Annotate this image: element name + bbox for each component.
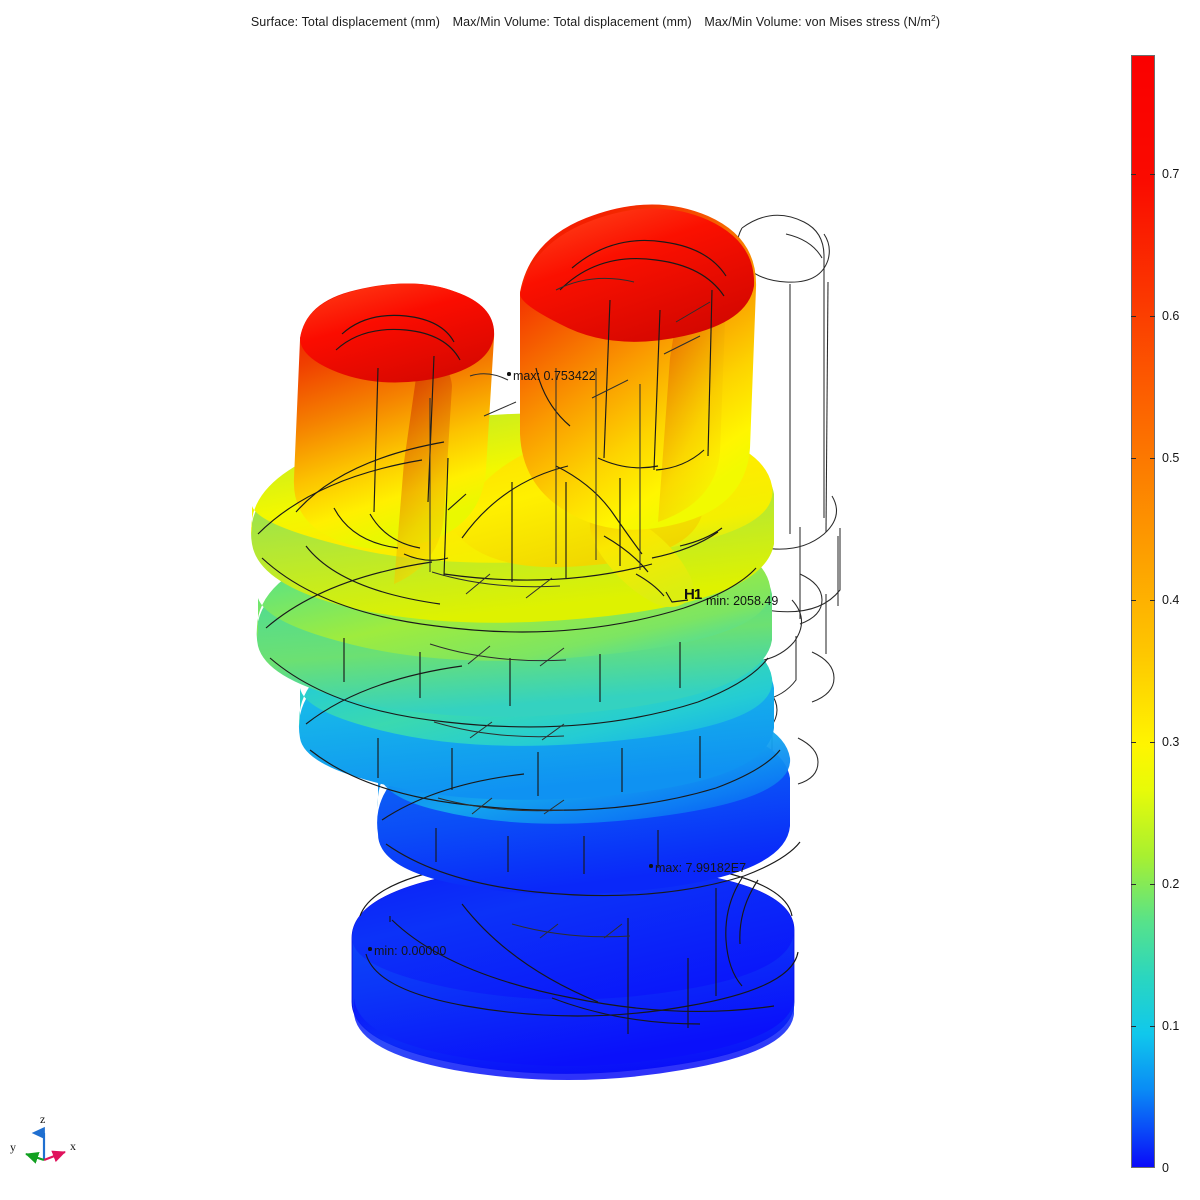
axis-y-arrow — [25, 1152, 45, 1164]
left-tower — [293, 283, 495, 584]
page-title: Surface: Total displacement (mm) Max/Min… — [0, 13, 1200, 29]
min-stress-text: min: 2058.49 — [706, 594, 779, 608]
title-segment-maxmin-disp: Max/Min Volume: Total displacement (mm) — [452, 15, 692, 30]
max-stress-text: max: 7.99182E7 — [655, 861, 747, 875]
colorbar-tick-mark — [1131, 884, 1136, 886]
colorbar-tick-mark — [1131, 600, 1136, 602]
max-displacement-text: max: 0.753422 — [513, 369, 596, 383]
undeformed-wireframe-front — [429, 277, 711, 939]
axis-y-label: y — [10, 1140, 16, 1154]
axis-triad-svg — [25, 1126, 66, 1164]
axis-x-arrow — [43, 1150, 66, 1163]
min-displacement-label: min: 0.00000 — [368, 944, 447, 958]
colorbar-tick-mark — [1150, 458, 1155, 460]
colorbar-tick-mark — [1131, 458, 1136, 460]
colorbar-legend[interactable]: 0.7 0.6 0.5 0.4 0.3 0.2 0.1 0 — [1131, 55, 1200, 1175]
axis-z-label: z — [40, 1112, 46, 1126]
colorbar-tick-label: 0.7 — [1162, 167, 1180, 182]
max-displacement-label: max: 0.753422 — [507, 369, 596, 383]
annotation-point-marker — [507, 372, 511, 376]
annotation-point-marker — [368, 947, 372, 951]
colorbar-tick-label: 0 — [1162, 1161, 1169, 1175]
title-segment-surface: Surface: Total displacement (mm) — [250, 15, 441, 30]
axis-x-label: x — [70, 1139, 76, 1153]
deformed-edges — [257, 239, 801, 897]
colorbar-tick-label: 0.6 — [1162, 309, 1180, 324]
fea-model-render[interactable] — [0, 38, 1110, 1200]
colorbar-tick-label: 0.4 — [1162, 593, 1180, 608]
colorbar-tick-label: 0.2 — [1162, 877, 1180, 892]
colorbar-tick-label: 0.3 — [1162, 735, 1180, 750]
colorbar-tick-mark — [1131, 742, 1136, 744]
annotation-point-marker — [649, 864, 653, 868]
colorbar-tick-mark — [1150, 316, 1155, 318]
colorbar-tick-mark — [1150, 1026, 1155, 1028]
plot-viewport[interactable]: max: 0.753422 H1 min: 2058.49 max: 7.991… — [0, 38, 1110, 1200]
min-displacement-text: min: 0.00000 — [374, 944, 447, 958]
base-cylinder — [351, 863, 795, 1080]
colorbar-tick-mark — [1150, 742, 1155, 744]
unit-exponent: 2 — [931, 13, 936, 23]
colorbar-tick-mark — [1131, 174, 1136, 176]
colorbar-tick-mark — [1150, 174, 1155, 176]
colorbar-tick-mark — [1150, 600, 1155, 602]
colorbar-gradient — [1131, 55, 1155, 1168]
max-stress-label: max: 7.99182E7 — [649, 861, 747, 875]
colorbar-tick-label: 0.1 — [1162, 1019, 1180, 1034]
h1-marker: H1 — [684, 586, 702, 603]
colorbar-tick-mark — [1131, 316, 1136, 318]
unit-close-paren: ) — [935, 15, 941, 30]
title-segment-maxmin-stress: Max/Min Volume: von Mises stress (N/m2) — [704, 13, 941, 30]
colorbar-tick-mark — [1150, 884, 1155, 886]
colorbar-tick-label: 0.5 — [1162, 451, 1180, 466]
min-stress-label: min: 2058.49 — [706, 594, 778, 608]
axis-orientation-triad[interactable]: z x y — [8, 1112, 88, 1188]
colorbar-tick-mark — [1131, 1026, 1136, 1028]
title-stress-text: Max/Min Volume: von Mises stress (N/m — [704, 15, 932, 30]
right-tower — [520, 204, 757, 530]
